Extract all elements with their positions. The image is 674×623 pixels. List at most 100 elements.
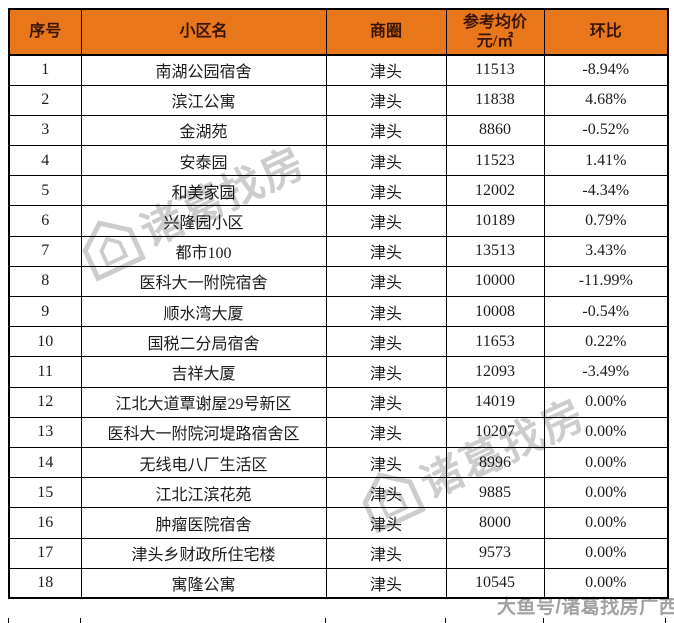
column-header-district: 商圈	[325, 8, 447, 56]
grid-stub	[665, 618, 666, 623]
table-cell-index: 10	[8, 326, 82, 358]
table-cell-mom: 0.00%	[543, 567, 669, 599]
table-cell-community: 顺水湾大厦	[80, 295, 327, 328]
table-cell-index: 15	[8, 477, 82, 509]
table-cell-index: 17	[8, 537, 82, 569]
table-cell-district: 津头	[325, 416, 447, 448]
table-cell-district: 津头	[325, 386, 447, 418]
column-header-mom: 环比	[543, 8, 669, 56]
table-cell-district: 津头	[325, 114, 447, 147]
table-cell-community: 医科大一附院宿舍	[80, 265, 327, 298]
table-cell-community: 滨江公寓	[80, 84, 327, 116]
table-cell-community: 国税二分局宿舍	[80, 326, 327, 358]
table-cell-mom: 3.43%	[543, 235, 669, 267]
table-cell-community: 和美家园	[80, 175, 327, 207]
table-cell-price: 9885	[445, 477, 545, 509]
table-cell-district: 津头	[325, 537, 447, 569]
table-cell-district: 津头	[325, 567, 447, 599]
table-cell-mom: 0.00%	[543, 386, 669, 418]
table-cell-community: 无线电八厂生活区	[80, 446, 327, 479]
table-cell-index: 7	[8, 235, 82, 267]
table-cell-community: 江北大道覃谢屋29号新区	[80, 386, 327, 418]
table-cell-mom: -8.94%	[543, 54, 669, 86]
table-cell-district: 津头	[325, 295, 447, 328]
table-cell-price: 10000	[445, 265, 545, 298]
table-cell-index: 2	[8, 84, 82, 116]
table-cell-index: 14	[8, 446, 82, 479]
table-cell-community: 都市100	[80, 235, 327, 267]
table-cell-price: 8996	[445, 446, 545, 479]
table-cell-price: 10545	[445, 567, 545, 599]
table-cell-price: 13513	[445, 235, 545, 267]
table-cell-index: 1	[8, 54, 82, 86]
table-cell-community: 兴隆园小区	[80, 205, 327, 237]
table-row: 9 顺水湾大厦 津头 10008 -0.54%	[8, 295, 669, 328]
table-row: 3 金湖苑 津头 8860 -0.52%	[8, 114, 669, 147]
table-row: 16 肿瘤医院宿舍 津头 8000 0.00%	[8, 507, 669, 539]
table-cell-index: 6	[8, 205, 82, 237]
table-cell-mom: -11.99%	[543, 265, 669, 298]
table-cell-index: 8	[8, 265, 82, 298]
table-row: 4 安泰园 津头 11523 1.41%	[8, 145, 669, 177]
table-cell-community: 南湖公园宿舍	[80, 54, 327, 86]
column-header-price: 参考均价 元/㎡	[445, 8, 545, 56]
grid-stub	[8, 618, 9, 623]
table-row: 11 吉祥大厦 津头 12093 -3.49%	[8, 356, 669, 388]
table-cell-price: 8860	[445, 114, 545, 147]
table-cell-community: 医科大一附院河堤路宿舍区	[80, 416, 327, 448]
table-cell-district: 津头	[325, 477, 447, 509]
table-cell-district: 津头	[325, 326, 447, 358]
table-cell-mom: 0.00%	[543, 446, 669, 479]
table-row: 7 都市100 津头 13513 3.43%	[8, 235, 669, 267]
table-row: 8 医科大一附院宿舍 津头 10000 -11.99%	[8, 265, 669, 298]
table-cell-mom: 0.00%	[543, 477, 669, 509]
grid-stub	[543, 618, 544, 623]
table-row: 14 无线电八厂生活区 津头 8996 0.00%	[8, 446, 669, 479]
table-row: 1 南湖公园宿舍 津头 11513 -8.94%	[8, 54, 669, 86]
table-row: 18 寓隆公寓 津头 10545 0.00%	[8, 567, 669, 599]
table-row: 12 江北大道覃谢屋29号新区 津头 14019 0.00%	[8, 386, 669, 418]
table-cell-mom: -4.34%	[543, 175, 669, 207]
grid-stub	[445, 618, 446, 623]
header-row: 序号 小区名 商圈 参考均价 元/㎡ 环比	[8, 8, 669, 56]
table-cell-mom: 0.79%	[543, 205, 669, 237]
table-cell-district: 津头	[325, 265, 447, 298]
table-cell-mom: 4.68%	[543, 84, 669, 116]
table-cell-district: 津头	[325, 175, 447, 207]
table-cell-community: 金湖苑	[80, 114, 327, 147]
table-cell-mom: 0.00%	[543, 537, 669, 569]
table-cell-index: 5	[8, 175, 82, 207]
table-cell-index: 16	[8, 507, 82, 539]
table-cell-price: 10207	[445, 416, 545, 448]
table-cell-district: 津头	[325, 145, 447, 177]
table-cell-price: 10189	[445, 205, 545, 237]
table-cell-price: 11513	[445, 54, 545, 86]
table-cell-district: 津头	[325, 84, 447, 116]
table-cell-mom: 1.41%	[543, 145, 669, 177]
table-cell-price: 11838	[445, 84, 545, 116]
table-cell-community: 寓隆公寓	[80, 567, 327, 599]
grid-stub	[80, 618, 81, 623]
price-table: 序号 小区名 商圈 参考均价 元/㎡ 环比 1 南湖公园宿舍 津头 11513 -8.9…	[8, 8, 669, 600]
table-cell-mom: -0.52%	[543, 114, 669, 147]
table-cell-index: 12	[8, 386, 82, 418]
table-cell-mom: -3.49%	[543, 356, 669, 388]
table-cell-community: 吉祥大厦	[80, 356, 327, 388]
table-cell-price: 12002	[445, 175, 545, 207]
table-cell-mom: 0.00%	[543, 507, 669, 539]
table-row: 17 津头乡财政所住宅楼 津头 9573 0.00%	[8, 537, 669, 569]
table-cell-price: 11523	[445, 145, 545, 177]
table-cell-district: 津头	[325, 54, 447, 86]
table-cell-district: 津头	[325, 446, 447, 479]
table-cell-price: 14019	[445, 386, 545, 418]
table-cell-price: 8000	[445, 507, 545, 539]
table-row: 2 滨江公寓 津头 11838 4.68%	[8, 84, 669, 116]
table-cell-community: 安泰园	[80, 145, 327, 177]
table-cell-price: 10008	[445, 295, 545, 328]
table-cell-mom: -0.54%	[543, 295, 669, 328]
table-cell-index: 11	[8, 356, 82, 388]
table-cell-price: 9573	[445, 537, 545, 569]
table-cell-price: 11653	[445, 326, 545, 358]
table-cell-district: 津头	[325, 507, 447, 539]
table-cell-mom: 0.22%	[543, 326, 669, 358]
